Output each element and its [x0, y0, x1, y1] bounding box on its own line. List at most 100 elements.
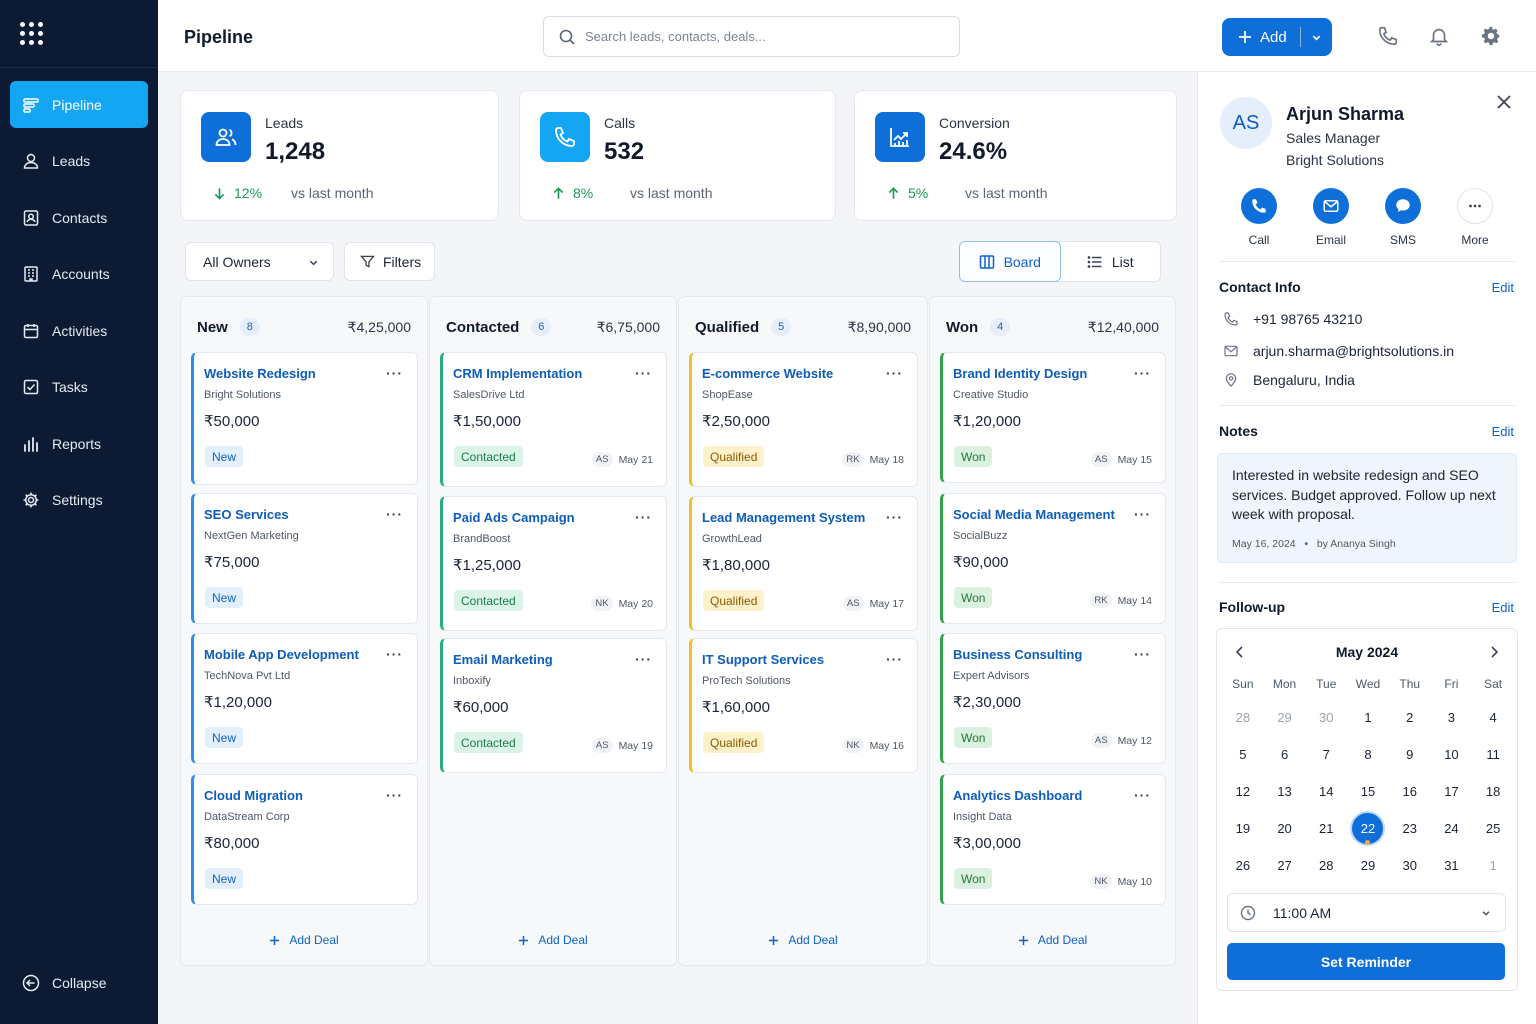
- more-dots-icon[interactable]: ···: [635, 365, 652, 381]
- phone-icon[interactable]: [1377, 25, 1399, 47]
- deal-card[interactable]: E-commerce Website ··· ShopEase ₹2,50,000 Qu…: [689, 352, 918, 487]
- sidebar-item-settings[interactable]: Settings: [10, 477, 148, 524]
- calendar-day[interactable]: 1: [1347, 699, 1389, 736]
- more-dots-icon[interactable]: ···: [386, 506, 403, 522]
- notes-edit-link[interactable]: Edit: [1491, 424, 1514, 439]
- add-button[interactable]: Add: [1222, 18, 1300, 56]
- search-input[interactable]: [585, 29, 945, 44]
- deal-card[interactable]: Cloud Migration ··· DataStream Corp ₹80,000…: [191, 774, 418, 905]
- apps-grid-icon[interactable]: [20, 22, 43, 45]
- chevron-right-icon[interactable]: [1487, 645, 1501, 659]
- deal-title[interactable]: SEO Services: [204, 507, 289, 522]
- settings-gear-icon[interactable]: [1480, 25, 1502, 47]
- time-select[interactable]: 11:00 AM: [1227, 893, 1506, 932]
- calendar-day[interactable]: 13: [1264, 773, 1306, 810]
- calendar-day[interactable]: 10: [1431, 736, 1473, 773]
- more-dots-icon[interactable]: ···: [1134, 506, 1151, 522]
- deal-title[interactable]: Business Consulting: [953, 647, 1083, 662]
- deal-title[interactable]: Lead Management System: [702, 510, 866, 525]
- calendar-day[interactable]: 30: [1305, 699, 1347, 736]
- deal-card[interactable]: Business Consulting ··· Expert Advisors ₹2,…: [940, 633, 1166, 764]
- sidebar-item-contacts[interactable]: Contacts: [10, 194, 148, 241]
- more-dots-icon[interactable]: ···: [1134, 646, 1151, 662]
- call-action-button[interactable]: Call: [1223, 188, 1295, 247]
- sidebar-item-leads[interactable]: Leads: [10, 138, 148, 185]
- sidebar-item-activities[interactable]: Activities: [10, 307, 148, 354]
- calendar-day[interactable]: 16: [1389, 773, 1431, 810]
- deal-card[interactable]: IT Support Services ··· ProTech Solutions ₹…: [689, 638, 918, 773]
- deal-title[interactable]: Email Marketing: [453, 652, 553, 667]
- board-view-button[interactable]: Board: [959, 241, 1061, 282]
- add-deal-button[interactable]: Add Deal: [679, 933, 927, 947]
- calendar-day[interactable]: 2: [1389, 699, 1431, 736]
- sidebar-item-tasks[interactable]: Tasks: [10, 364, 148, 411]
- deal-title[interactable]: Mobile App Development: [204, 647, 359, 662]
- calendar-day[interactable]: 20: [1264, 810, 1306, 847]
- email-action-button[interactable]: Email: [1295, 188, 1367, 247]
- followup-edit-link[interactable]: Edit: [1491, 600, 1514, 615]
- calendar-day[interactable]: 28: [1305, 847, 1347, 884]
- calendar-day[interactable]: 23: [1389, 810, 1431, 847]
- deal-card[interactable]: Brand Identity Design ··· Creative Studio ₹…: [940, 352, 1166, 483]
- calendar-day[interactable]: 25: [1472, 810, 1514, 847]
- calendar-day[interactable]: 18: [1472, 773, 1514, 810]
- more-dots-icon[interactable]: ···: [386, 646, 403, 662]
- more-dots-icon[interactable]: ···: [886, 509, 903, 525]
- deal-card[interactable]: CRM Implementation ··· SalesDrive Ltd ₹1,50…: [440, 352, 667, 487]
- email-action-circle[interactable]: [1313, 188, 1349, 224]
- more-dots-icon[interactable]: ···: [386, 365, 403, 381]
- collapse-button[interactable]: Collapse: [22, 974, 106, 992]
- deal-title[interactable]: Cloud Migration: [204, 788, 303, 803]
- more-dots-icon[interactable]: ···: [1134, 365, 1151, 381]
- calendar-day[interactable]: 26: [1222, 847, 1264, 884]
- calendar-day[interactable]: 21: [1305, 810, 1347, 847]
- calendar-day[interactable]: 9: [1389, 736, 1431, 773]
- contact-info-edit-link[interactable]: Edit: [1491, 280, 1514, 295]
- calendar-day-selected[interactable]: 22: [1347, 810, 1389, 847]
- bell-icon[interactable]: [1428, 25, 1450, 47]
- calendar-day[interactable]: 7: [1305, 736, 1347, 773]
- calendar-day[interactable]: 14: [1305, 773, 1347, 810]
- calendar-day[interactable]: 31: [1431, 847, 1473, 884]
- deal-card[interactable]: Email Marketing ··· Inboxify ₹60,000 Contact…: [440, 638, 667, 773]
- more-action-circle[interactable]: [1457, 188, 1493, 224]
- deal-card[interactable]: Mobile App Development ··· TechNova Pvt Lt…: [191, 633, 418, 764]
- calendar-day[interactable]: 24: [1431, 810, 1473, 847]
- deal-title[interactable]: Social Media Management: [953, 507, 1115, 522]
- calendar-day[interactable]: 19: [1222, 810, 1264, 847]
- sidebar-item-reports[interactable]: Reports: [10, 420, 148, 467]
- add-deal-button[interactable]: Add Deal: [930, 933, 1175, 947]
- set-reminder-button[interactable]: Set Reminder: [1227, 943, 1505, 980]
- chevron-left-icon[interactable]: [1233, 645, 1247, 659]
- filters-button[interactable]: Filters: [344, 242, 435, 281]
- calendar-day[interactable]: 11: [1472, 736, 1514, 773]
- sms-action-circle[interactable]: [1385, 188, 1421, 224]
- sidebar-item-pipeline[interactable]: Pipeline: [10, 81, 148, 128]
- more-dots-icon[interactable]: ···: [886, 651, 903, 667]
- sidebar-item-accounts[interactable]: Accounts: [10, 251, 148, 298]
- calendar-day[interactable]: 12: [1222, 773, 1264, 810]
- deal-card[interactable]: Analytics Dashboard ··· Insight Data ₹3,00,…: [940, 774, 1166, 905]
- deal-card[interactable]: Lead Management System ··· GrowthLead ₹1,80…: [689, 496, 918, 631]
- calendar-day[interactable]: 28: [1222, 699, 1264, 736]
- deal-title[interactable]: E-commerce Website: [702, 366, 834, 381]
- more-dots-icon[interactable]: ···: [386, 787, 403, 803]
- calendar-day[interactable]: 27: [1264, 847, 1306, 884]
- deal-card[interactable]: Website Redesign ··· Bright Solutions ₹50,0…: [191, 352, 418, 485]
- add-deal-button[interactable]: Add Deal: [181, 933, 427, 947]
- more-dots-icon[interactable]: ···: [635, 509, 652, 525]
- calendar-day[interactable]: 29: [1264, 699, 1306, 736]
- deal-card[interactable]: SEO Services ··· NextGen Marketing ₹75,000 N…: [191, 493, 418, 624]
- deal-title[interactable]: Paid Ads Campaign: [453, 510, 575, 525]
- sms-action-button[interactable]: SMS: [1367, 188, 1439, 247]
- calendar-day[interactable]: 17: [1431, 773, 1473, 810]
- calendar-day[interactable]: 30: [1389, 847, 1431, 884]
- calendar-day[interactable]: 4: [1472, 699, 1514, 736]
- calendar-day[interactable]: 29: [1347, 847, 1389, 884]
- calendar-day[interactable]: 8: [1347, 736, 1389, 773]
- owner-filter-dropdown[interactable]: All Owners: [185, 242, 334, 281]
- contact-email[interactable]: arjun.sharma@brightsolutions.in: [1223, 343, 1454, 359]
- calendar-day[interactable]: 6: [1264, 736, 1306, 773]
- deal-title[interactable]: IT Support Services: [702, 652, 825, 667]
- deal-title[interactable]: Analytics Dashboard: [953, 788, 1083, 803]
